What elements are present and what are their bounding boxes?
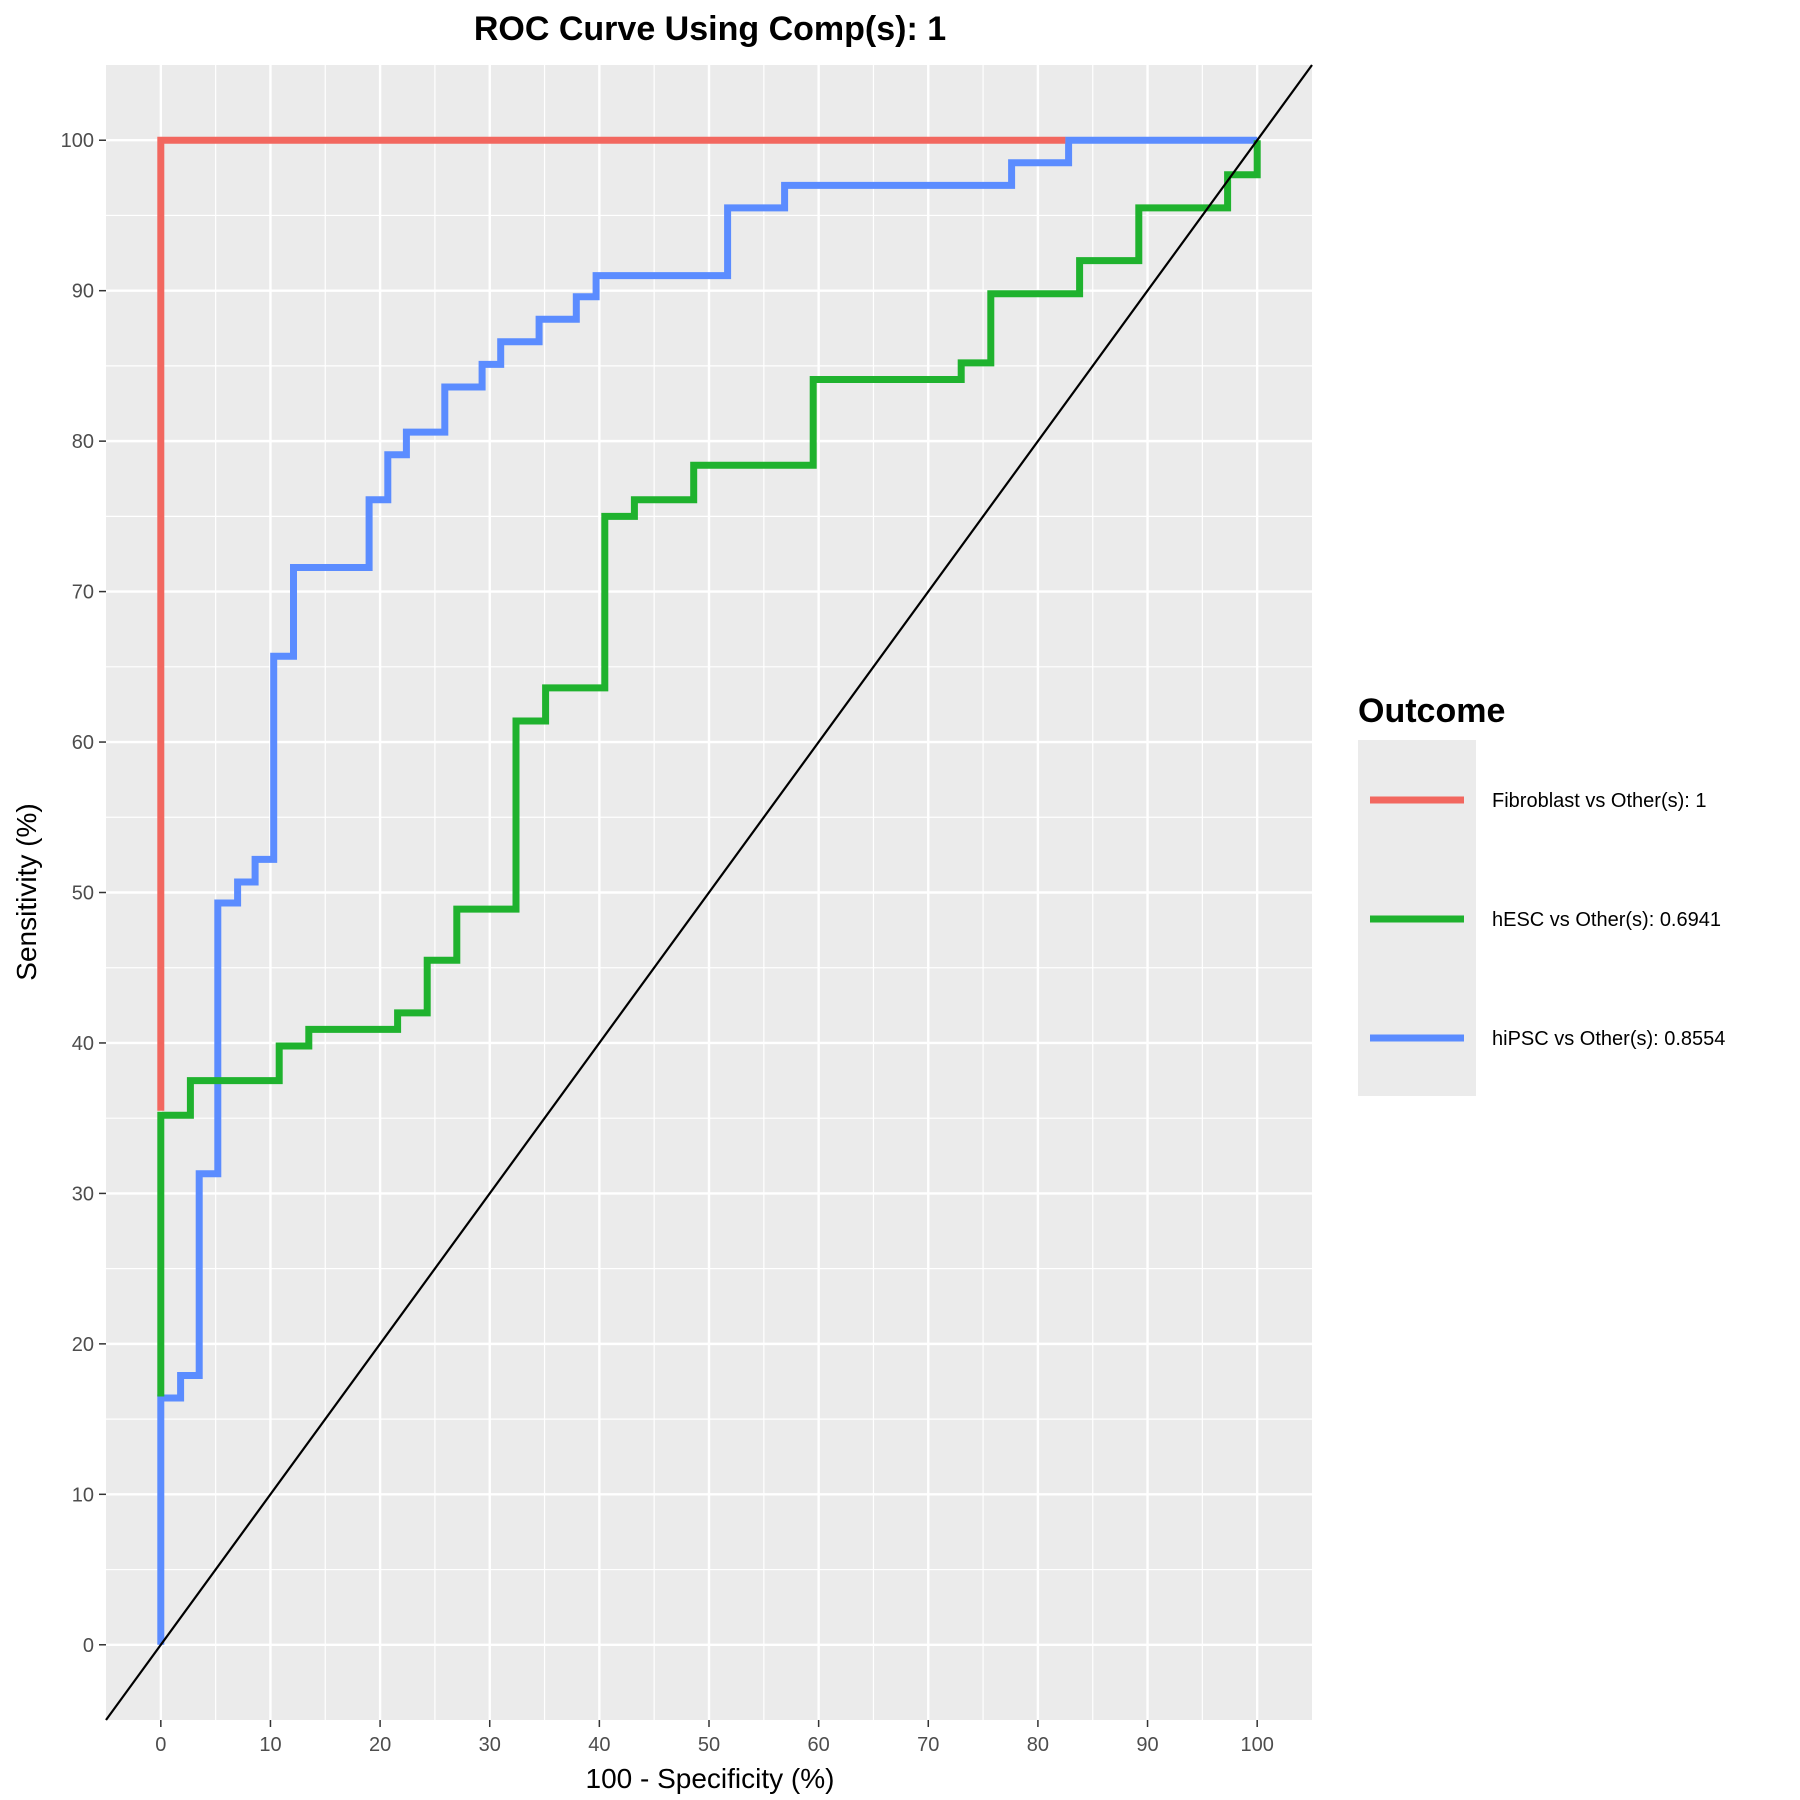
chart-title: ROC Curve Using Comp(s): 1 — [474, 10, 946, 48]
x-tick-label: 50 — [698, 1734, 720, 1756]
y-tick-label: 0 — [83, 1635, 94, 1657]
y-tick-label: 60 — [72, 732, 94, 754]
x-tick-label: 90 — [1136, 1734, 1158, 1756]
roc-curves — [105, 64, 1313, 1721]
axis-ticks: 0 10 20 30 40 50 60 70 80 90 100 0 10 20 30 40 50 60 70 80 9… — [61, 130, 1274, 1756]
y-tick-label: 40 — [72, 1033, 94, 1055]
legend-label-0: Fibroblast vs Other(s): 1 — [1492, 790, 1707, 812]
roc-curve-1 — [157, 140, 1261, 1397]
y-tick-label: 20 — [72, 1334, 94, 1356]
x-tick-label: 100 — [1240, 1734, 1273, 1756]
y-tick-label: 80 — [72, 431, 94, 453]
x-tick-label: 30 — [479, 1734, 501, 1756]
x-tick-label: 40 — [588, 1734, 610, 1756]
chance-diagonal-line — [105, 64, 1313, 1721]
legend-title: Outcome — [1358, 692, 1505, 730]
y-tick-label: 10 — [72, 1484, 94, 1506]
grid-lines — [106, 65, 1312, 1720]
y-tick-label: 30 — [72, 1183, 94, 1205]
y-tick-label: 90 — [72, 281, 94, 303]
x-tick-label: 20 — [369, 1734, 391, 1756]
x-axis-title: 100 - Specificity (%) — [586, 1763, 835, 1794]
roc-curve-0 — [157, 136, 1066, 1111]
x-tick-label: 70 — [917, 1734, 939, 1756]
roc-curve-2 — [157, 136, 1258, 1645]
legend: Outcome Fibroblast vs Other(s): 1 hESC vs… — [1358, 692, 1725, 1096]
x-tick-label: 0 — [155, 1734, 166, 1756]
y-tick-label: 100 — [61, 130, 94, 152]
x-tick-label: 80 — [1027, 1734, 1049, 1756]
y-tick-label: 50 — [72, 883, 94, 905]
legend-label-2: hiPSC vs Other(s): 0.8554 — [1492, 1028, 1725, 1050]
legend-label-1: hESC vs Other(s): 0.6941 — [1492, 909, 1721, 931]
x-tick-label: 60 — [808, 1734, 830, 1756]
y-tick-label: 70 — [72, 582, 94, 604]
x-tick-label: 10 — [259, 1734, 281, 1756]
y-axis-title: Sensitivity (%) — [11, 803, 42, 980]
